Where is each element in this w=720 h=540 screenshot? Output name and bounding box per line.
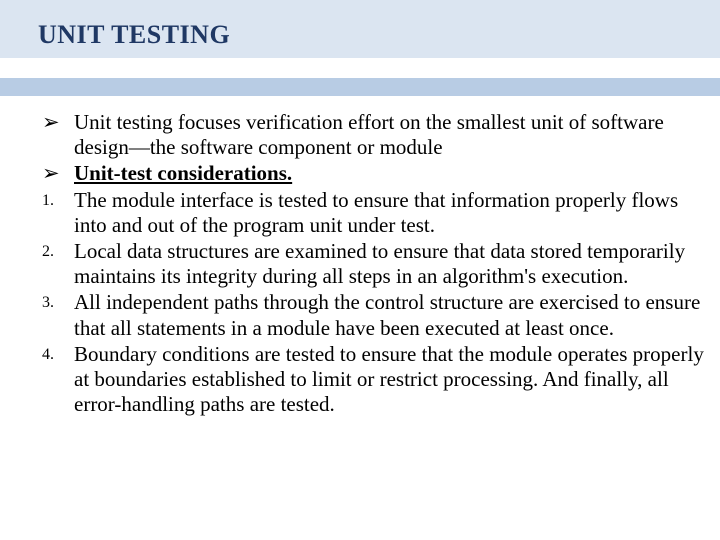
list-item: ➢ Unit-test considerations.	[38, 161, 706, 186]
number-marker: 4.	[38, 342, 74, 418]
item-text: All independent paths through the contro…	[74, 290, 706, 340]
list-item: 3. All independent paths through the con…	[38, 290, 706, 340]
number-marker: 3.	[38, 290, 74, 340]
number-marker: 1.	[38, 188, 74, 238]
item-text: Unit testing focuses verification effort…	[74, 110, 706, 160]
slide-title: UNIT TESTING	[38, 20, 720, 50]
list-item: ➢ Unit testing focuses verification effo…	[38, 110, 706, 160]
header-band: UNIT TESTING	[0, 0, 720, 58]
item-text: The module interface is tested to ensure…	[74, 188, 706, 238]
divider-band	[0, 78, 720, 96]
item-text: Unit-test considerations.	[74, 161, 706, 186]
bullet-icon: ➢	[38, 161, 74, 186]
bullet-icon: ➢	[38, 110, 74, 160]
list-item: 4. Boundary conditions are tested to ens…	[38, 342, 706, 418]
number-marker: 2.	[38, 239, 74, 289]
content-area: ➢ Unit testing focuses verification effo…	[38, 110, 706, 418]
list-item: 1. The module interface is tested to ens…	[38, 188, 706, 238]
list-item: 2. Local data structures are examined to…	[38, 239, 706, 289]
item-text: Local data structures are examined to en…	[74, 239, 706, 289]
item-text: Boundary conditions are tested to ensure…	[74, 342, 706, 418]
